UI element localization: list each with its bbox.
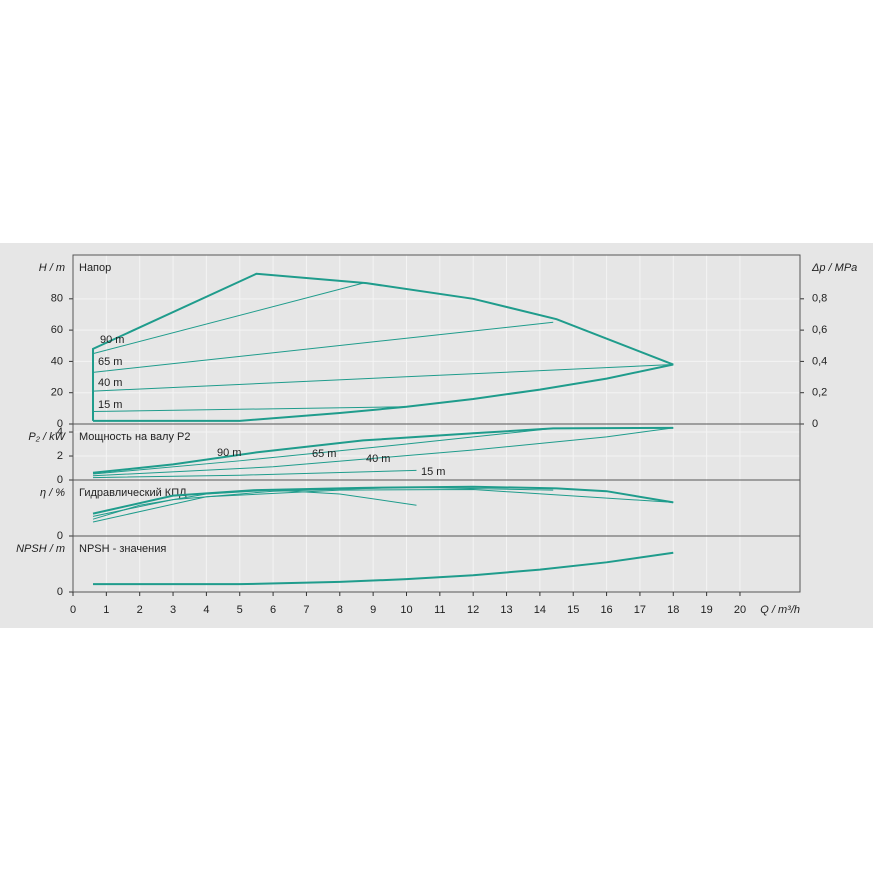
x-tick-label: 8 xyxy=(337,604,343,616)
x-tick-label: 18 xyxy=(667,604,679,616)
y-tick-label: 0 xyxy=(57,474,63,486)
curve-label: 15 m xyxy=(421,466,445,478)
x-tick-label: 19 xyxy=(700,604,712,616)
y-tick-label: 0 xyxy=(57,418,63,430)
panel-title: Напор xyxy=(79,262,111,274)
x-tick-label: 0 xyxy=(70,604,76,616)
x-tick-label: 6 xyxy=(270,604,276,616)
curve-label: 90 m xyxy=(100,334,124,346)
curve-label: 90 m xyxy=(217,447,241,459)
curve-label: 40 m xyxy=(366,453,390,465)
x-tick-label: 4 xyxy=(203,604,209,616)
curve xyxy=(92,427,674,477)
y-tick-label: 80 xyxy=(51,293,63,305)
x-axis-label: Q / m³/h xyxy=(760,604,800,616)
y-tick-label: 0 xyxy=(57,586,63,598)
y-tick-label: 2 xyxy=(57,450,63,462)
y2-tick-label: 0,6 xyxy=(812,324,827,336)
x-tick-label: 14 xyxy=(534,604,546,616)
plot-frame xyxy=(72,535,801,593)
x-tick-label: 7 xyxy=(303,604,309,616)
x-tick-label: 5 xyxy=(237,604,243,616)
y-axis-label: η / % xyxy=(40,487,65,499)
x-tick-label: 20 xyxy=(734,604,746,616)
curve xyxy=(93,551,674,586)
curve-label: 65 m xyxy=(312,448,336,460)
x-tick-label: 12 xyxy=(467,604,479,616)
x-tick-label: 17 xyxy=(634,604,646,616)
y2-tick-label: 0,8 xyxy=(812,293,827,305)
y-tick-label: 4 xyxy=(57,426,63,438)
curve xyxy=(93,363,674,422)
y2-tick-label: 0 xyxy=(812,418,818,430)
panel-title: Гидравлический КПД xyxy=(79,487,187,499)
curve xyxy=(92,489,674,523)
panel-title: NPSH - значения xyxy=(79,543,166,555)
y-axis-label: NPSH / m xyxy=(16,543,65,555)
curve xyxy=(93,406,407,412)
curve xyxy=(92,427,554,475)
x-tick-label: 3 xyxy=(170,604,176,616)
y-axis-label: P₂ / kW xyxy=(28,431,66,443)
y-axis-label: H / m xyxy=(39,262,65,274)
y-tick-label: 40 xyxy=(51,355,63,367)
curve xyxy=(92,489,417,520)
curve-label: 65 m xyxy=(98,356,122,368)
curve xyxy=(92,364,674,392)
curve-label: 40 m xyxy=(98,377,122,389)
x-tick-label: 1 xyxy=(103,604,109,616)
x-tick-label: 11 xyxy=(434,604,445,616)
y-tick-label: 20 xyxy=(51,387,63,399)
curve xyxy=(93,469,417,479)
x-tick-label: 10 xyxy=(400,604,412,616)
y-tick-label: 60 xyxy=(51,324,63,336)
y2-tick-label: 0,2 xyxy=(812,387,827,399)
x-tick-label: 15 xyxy=(567,604,579,616)
y2-tick-label: 0,4 xyxy=(812,355,827,367)
y2-axis-label: Δp / MPa xyxy=(811,262,857,274)
x-tick-label: 9 xyxy=(370,604,376,616)
y-tick-label: 0 xyxy=(57,530,63,542)
x-tick-label: 2 xyxy=(137,604,143,616)
x-tick-label: 13 xyxy=(500,604,512,616)
panel-title: Мощность на валу P2 xyxy=(79,431,191,443)
x-tick-label: 16 xyxy=(600,604,612,616)
curve xyxy=(92,486,554,517)
curve xyxy=(92,272,674,421)
curve xyxy=(92,321,554,373)
curve-label: 15 m xyxy=(98,399,122,411)
curve xyxy=(92,282,364,355)
